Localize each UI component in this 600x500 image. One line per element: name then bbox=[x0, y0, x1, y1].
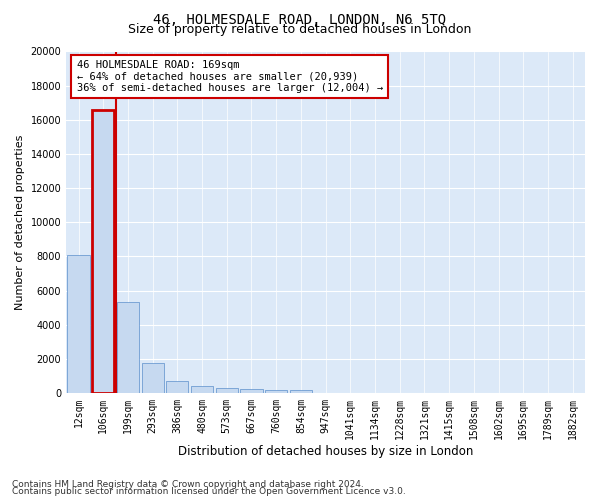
Bar bbox=[67, 254, 89, 393]
Text: 46, HOLMESDALE ROAD, LONDON, N6 5TQ: 46, HOLMESDALE ROAD, LONDON, N6 5TQ bbox=[154, 12, 446, 26]
Text: Contains public sector information licensed under the Open Government Licence v3: Contains public sector information licen… bbox=[12, 487, 406, 496]
Bar bbox=[166, 381, 188, 393]
Bar bbox=[290, 390, 312, 393]
Text: 46 HOLMESDALE ROAD: 169sqm
← 64% of detached houses are smaller (20,939)
36% of : 46 HOLMESDALE ROAD: 169sqm ← 64% of deta… bbox=[77, 60, 383, 93]
Bar bbox=[215, 388, 238, 393]
Bar bbox=[241, 389, 263, 393]
Bar bbox=[92, 110, 115, 393]
Y-axis label: Number of detached properties: Number of detached properties bbox=[15, 134, 25, 310]
X-axis label: Distribution of detached houses by size in London: Distribution of detached houses by size … bbox=[178, 444, 473, 458]
Bar bbox=[142, 363, 164, 393]
Text: Size of property relative to detached houses in London: Size of property relative to detached ho… bbox=[128, 22, 472, 36]
Text: Contains HM Land Registry data © Crown copyright and database right 2024.: Contains HM Land Registry data © Crown c… bbox=[12, 480, 364, 489]
Bar bbox=[117, 302, 139, 393]
Bar bbox=[265, 390, 287, 393]
Bar bbox=[191, 386, 213, 393]
